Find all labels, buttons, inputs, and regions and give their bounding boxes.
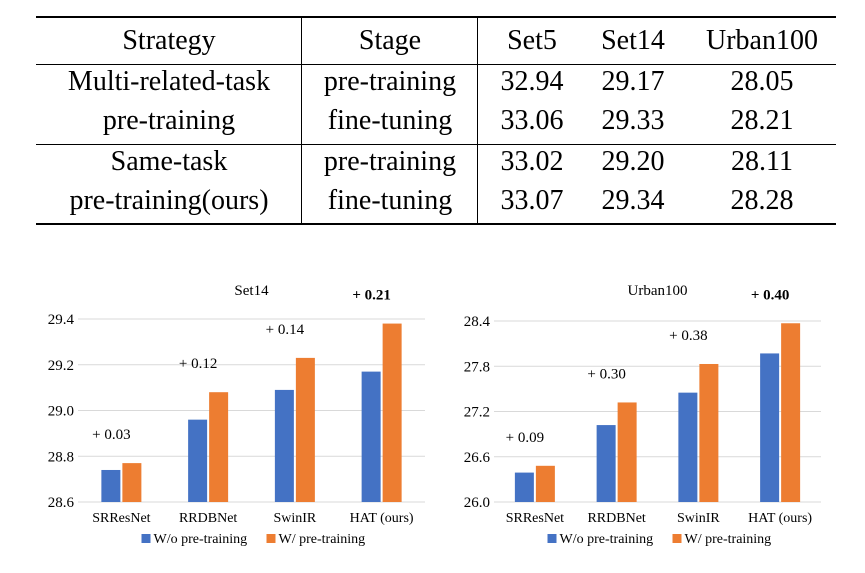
improvement-label: + 0.40 [751, 287, 790, 303]
bar-with-pretraining [617, 402, 637, 502]
improvement-label: + 0.03 [92, 427, 130, 443]
bar-with-pretraining [122, 463, 142, 502]
set5-cell: 33.07 [500, 185, 564, 216]
y-tick-label: 26.6 [464, 450, 491, 466]
improvement-label: + 0.09 [506, 430, 544, 446]
x-tick-label: HAT (ours) [748, 511, 812, 526]
urban100-cell: 28.21 [730, 105, 794, 136]
improvement-label: + 0.12 [179, 356, 217, 372]
y-tick-label: 29.4 [48, 312, 75, 328]
x-tick-label: RRDBNet [179, 511, 237, 526]
header-stage: Stage [358, 25, 422, 56]
urban100-cell: 28.28 [730, 185, 794, 216]
set14-cell: 29.34 [601, 185, 665, 216]
y-tick-label: 27.8 [464, 359, 490, 375]
improvement-label: + 0.38 [669, 328, 707, 344]
bar-without-pretraining [361, 371, 381, 502]
legend-swatch [141, 534, 151, 543]
stage-cell: fine-tuning [327, 105, 453, 136]
header-set14: Set14 [601, 25, 665, 56]
urban100-chart-svg: Urban100 26.0 26.6 27.2 27.8 28.4 SRResNet + 0.… [464, 283, 821, 547]
x-tick-label: RRDBNet [587, 511, 645, 526]
results-table: Strategy Stage Set5 Set14 Urban100 Multi… [36, 16, 836, 225]
table-bottom-rule [36, 223, 836, 225]
improvement-label: + 0.30 [587, 366, 625, 382]
strategy-label: pre-training(ours) [69, 185, 269, 216]
set14-chart-title: Set14 [234, 283, 269, 299]
set14-bar-chart: Set14 28.6 28.8 29.0 29.2 29.4 SRResNet + 0.03 R… [30, 278, 440, 568]
y-tick-label: 28.8 [48, 449, 74, 465]
bar-with-pretraining [382, 323, 402, 502]
legend-label: W/o pre-training [154, 532, 248, 547]
urban100-bar-chart: Urban100 26.0 26.6 27.2 27.8 28.4 SRResNet + 0.… [438, 278, 838, 568]
bar-without-pretraining [678, 392, 698, 502]
y-tick-label: 28.6 [48, 495, 75, 511]
header-urban100: Urban100 [706, 25, 818, 56]
x-tick-label: HAT (ours) [350, 511, 414, 526]
legend-swatch [266, 534, 276, 543]
set5-cell: 32.94 [500, 66, 564, 97]
improvement-label: + 0.14 [266, 322, 305, 338]
strategy-label: Multi-related-task [67, 66, 271, 97]
improvement-label: + 0.21 [352, 288, 391, 304]
table-top-rule [36, 16, 836, 18]
stage-cell: pre-training [323, 66, 457, 97]
strategy-label: Same-task [110, 146, 228, 177]
legend-swatch [547, 534, 557, 543]
set14-cell: 29.20 [601, 146, 665, 177]
header-set5: Set5 [507, 25, 557, 56]
bar-without-pretraining [596, 425, 616, 502]
bar-without-pretraining [514, 472, 534, 502]
bar-with-pretraining [699, 363, 719, 502]
header-strategy: Strategy [122, 25, 216, 56]
column-divider [477, 16, 478, 225]
set14-cell: 29.17 [601, 66, 665, 97]
header-rule [36, 64, 836, 65]
bar-without-pretraining [101, 469, 121, 502]
bar-with-pretraining [295, 357, 315, 502]
bar-with-pretraining [781, 323, 801, 502]
set5-cell: 33.06 [500, 105, 564, 136]
y-tick-label: 28.4 [464, 314, 491, 330]
strategy-label: pre-training [102, 105, 236, 136]
urban100-chart-title: Urban100 [628, 283, 688, 299]
bar-with-pretraining [535, 465, 555, 502]
bar-without-pretraining [760, 353, 780, 502]
bar-with-pretraining [209, 392, 229, 502]
x-tick-label: SRResNet [92, 511, 150, 526]
urban100-cell: 28.05 [730, 66, 794, 97]
bar-without-pretraining [274, 389, 294, 502]
x-tick-label: SRResNet [506, 511, 564, 526]
urban100-cell: 28.11 [731, 146, 793, 177]
stage-cell: pre-training [323, 146, 457, 177]
legend-label: W/o pre-training [560, 532, 654, 547]
set14-chart-svg: Set14 28.6 28.8 29.0 29.2 29.4 SRResNet + 0.03 R… [48, 283, 425, 547]
y-tick-label: 29.2 [48, 358, 74, 374]
stage-cell: fine-tuning [327, 185, 453, 216]
y-tick-label: 26.0 [464, 495, 490, 511]
legend-label: W/ pre-training [685, 532, 772, 547]
set5-cell: 33.02 [500, 146, 564, 177]
y-tick-label: 29.0 [48, 404, 74, 420]
bar-without-pretraining [188, 419, 208, 502]
x-tick-label: SwinIR [273, 511, 316, 526]
legend-swatch [672, 534, 682, 543]
column-divider [301, 16, 302, 225]
set14-cell: 29.33 [601, 105, 665, 136]
group-rule [36, 144, 836, 145]
y-tick-label: 27.2 [464, 405, 490, 421]
legend-label: W/ pre-training [279, 532, 366, 547]
x-tick-label: SwinIR [677, 511, 720, 526]
